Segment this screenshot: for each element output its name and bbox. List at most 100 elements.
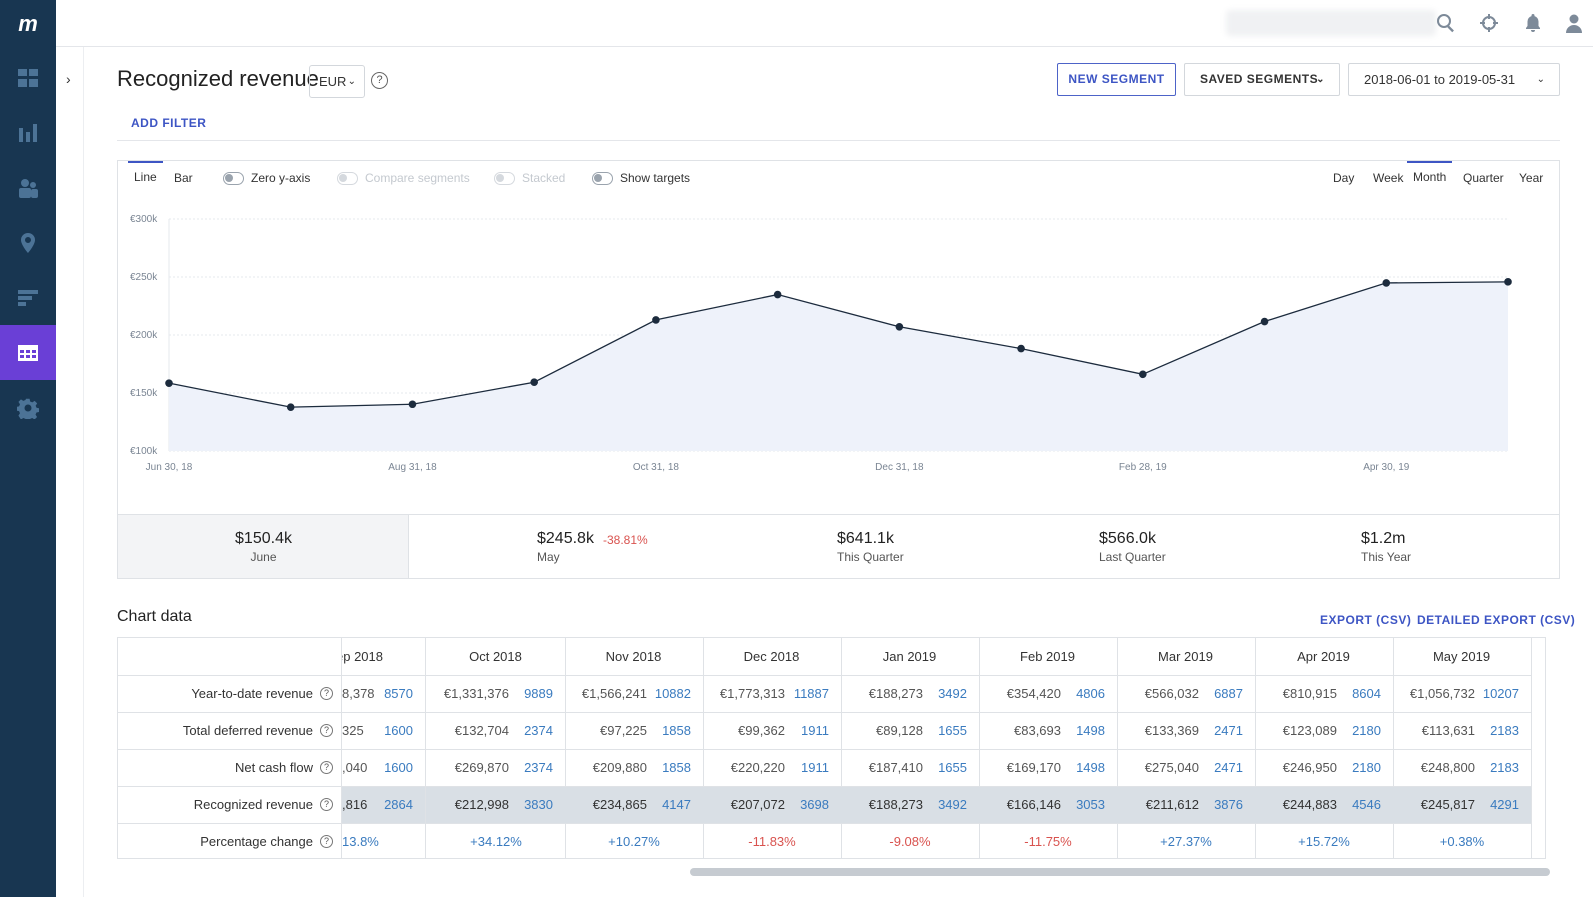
data-point[interactable] bbox=[286, 403, 295, 411]
tab-month[interactable]: Month bbox=[1407, 161, 1453, 193]
tab-year[interactable]: Year bbox=[1519, 171, 1544, 185]
cell-count-link[interactable]: 2374 bbox=[524, 723, 553, 738]
cell-count-link[interactable]: 2180 bbox=[1352, 760, 1381, 775]
help-question-icon[interactable]: ? bbox=[320, 798, 333, 811]
y-tick-label: €150k bbox=[130, 388, 158, 399]
app-logo[interactable]: m bbox=[18, 11, 38, 36]
cell-count-link[interactable]: 2471 bbox=[1214, 723, 1243, 738]
cell-count-link[interactable]: 6887 bbox=[1214, 686, 1243, 701]
user-avatar-icon[interactable] bbox=[1564, 13, 1584, 33]
help-question-icon[interactable]: ? bbox=[320, 761, 333, 774]
cell-count-link[interactable]: 2471 bbox=[1214, 760, 1243, 775]
tab-line[interactable]: Line bbox=[128, 161, 163, 193]
cell-count-link[interactable]: 1655 bbox=[938, 723, 967, 738]
search-icon[interactable] bbox=[1436, 13, 1456, 33]
cell-count-link[interactable]: 10207 bbox=[1482, 686, 1519, 701]
cell-count-link[interactable]: 10882 bbox=[654, 686, 691, 701]
cell-count-link[interactable]: 8604 bbox=[1352, 686, 1381, 701]
data-point[interactable] bbox=[1382, 279, 1391, 287]
data-point[interactable] bbox=[773, 290, 782, 299]
cell-count-link[interactable]: 1600 bbox=[384, 723, 413, 738]
data-point[interactable] bbox=[652, 316, 660, 324]
cell-count-link[interactable]: 1858 bbox=[662, 760, 691, 775]
cell-count-link[interactable]: 9889 bbox=[524, 686, 553, 701]
sidebar-item-reports[interactable] bbox=[0, 105, 56, 160]
table-cell: 325 1600 bbox=[342, 712, 425, 749]
cell-count-link[interactable]: 1600 bbox=[384, 760, 413, 775]
cell-count-link[interactable]: 2183 bbox=[1490, 760, 1519, 775]
table-cell: €212,998 3830 bbox=[426, 786, 565, 823]
cell-count-link[interactable]: 1911 bbox=[801, 723, 829, 738]
cell-count-link[interactable]: 3698 bbox=[800, 797, 829, 812]
tab-quarter[interactable]: Quarter bbox=[1463, 171, 1504, 185]
cell-count-link[interactable]: 3492 bbox=[938, 797, 967, 812]
row-label: Net cash flow? bbox=[118, 749, 341, 786]
data-point[interactable] bbox=[408, 400, 417, 409]
cell-count-link[interactable]: 2180 bbox=[1352, 723, 1381, 738]
chart-card: Line Bar Zero y-axis Compare segments St… bbox=[117, 160, 1560, 514]
cell-count-link[interactable]: 3830 bbox=[524, 797, 553, 812]
cell-amount: €89,128 bbox=[876, 723, 923, 738]
stat-current-month[interactable]: $150.4k June bbox=[118, 515, 409, 578]
data-point[interactable] bbox=[1504, 278, 1512, 286]
sidebar-item-dashboard[interactable] bbox=[0, 50, 56, 105]
cell-amount: €132,704 bbox=[454, 723, 509, 738]
currency-select[interactable]: EUR ⌄ bbox=[309, 65, 365, 98]
cell-count-link[interactable]: 1911 bbox=[801, 760, 829, 775]
cell-count-link[interactable]: 1498 bbox=[1076, 760, 1105, 775]
data-point[interactable] bbox=[1139, 370, 1147, 379]
toggle-switch[interactable] bbox=[223, 171, 244, 185]
notifications-bell-icon[interactable] bbox=[1523, 13, 1543, 33]
cell-count-link[interactable]: 1498 bbox=[1076, 723, 1105, 738]
cell-count-link[interactable]: 2864 bbox=[384, 797, 413, 812]
toggle-switch bbox=[494, 171, 515, 185]
data-point[interactable] bbox=[530, 378, 538, 387]
cell-count-link[interactable]: 3053 bbox=[1076, 797, 1105, 812]
cell-count-link[interactable]: 2183 bbox=[1490, 723, 1519, 738]
cell-count-link[interactable]: 2374 bbox=[524, 760, 553, 775]
cell-count-link[interactable]: 3876 bbox=[1214, 797, 1243, 812]
tab-week[interactable]: Week bbox=[1373, 171, 1404, 185]
data-point[interactable] bbox=[165, 379, 173, 387]
help-question-icon[interactable]: ? bbox=[320, 687, 333, 700]
help-question-icon[interactable]: ? bbox=[371, 72, 388, 89]
cell-amount: €212,998 bbox=[454, 797, 509, 812]
export-csv-link[interactable]: EXPORT (CSV) bbox=[1320, 613, 1412, 627]
cell-count-link[interactable]: 3492 bbox=[938, 686, 967, 701]
cell-count-link[interactable]: 4147 bbox=[662, 797, 691, 812]
toggle-zero-y-axis[interactable]: Zero y-axis bbox=[223, 167, 310, 189]
horizontal-scrollbar[interactable] bbox=[690, 868, 1550, 876]
cell-count-link[interactable]: 1655 bbox=[938, 760, 967, 775]
data-point[interactable] bbox=[1017, 344, 1025, 353]
saved-segments-dropdown[interactable]: SAVED SEGMENTS ⌄ bbox=[1184, 63, 1340, 96]
date-range-picker[interactable]: 2018-06-01 to 2019-05-31 ⌄ bbox=[1348, 63, 1560, 96]
sidebar-item-segments[interactable] bbox=[0, 270, 56, 325]
cell-count-link[interactable]: 8570 bbox=[384, 686, 413, 701]
sidebar-item-customers[interactable] bbox=[0, 160, 56, 215]
data-point[interactable] bbox=[1260, 317, 1269, 326]
toggle-switch[interactable] bbox=[592, 171, 613, 185]
crosshair-icon[interactable] bbox=[1479, 13, 1499, 33]
x-tick-label: Apr 30, 19 bbox=[1363, 462, 1410, 473]
expand-sidebar-chevron-icon[interactable]: › bbox=[66, 71, 71, 87]
cell-amount: €187,410 bbox=[868, 760, 923, 775]
cell-count-link[interactable]: 11887 bbox=[793, 686, 829, 701]
new-segment-button[interactable]: NEW SEGMENT bbox=[1057, 63, 1176, 96]
sidebar-item-table[interactable] bbox=[0, 325, 56, 380]
cell-count-link[interactable]: 4291 bbox=[1490, 797, 1519, 812]
cell-count-link[interactable]: 4806 bbox=[1076, 686, 1105, 701]
cell-count-link[interactable]: 1858 bbox=[662, 723, 691, 738]
help-question-icon[interactable]: ? bbox=[320, 724, 333, 737]
detailed-export-csv-link[interactable]: DETAILED EXPORT (CSV) bbox=[1417, 613, 1576, 627]
table-column: May 2019 €1,056,732 10207 €113,631 2183 €248,… bbox=[1392, 638, 1532, 858]
stat-label: May bbox=[537, 550, 560, 564]
sidebar-item-locations[interactable] bbox=[0, 215, 56, 270]
tab-bar[interactable]: Bar bbox=[174, 171, 193, 185]
cell-count-link[interactable]: 4546 bbox=[1352, 797, 1381, 812]
add-filter-link[interactable]: ADD FILTER bbox=[131, 116, 207, 130]
data-point[interactable] bbox=[895, 322, 904, 331]
sidebar-item-settings[interactable] bbox=[0, 380, 56, 435]
help-question-icon[interactable]: ? bbox=[320, 835, 333, 848]
toggle-show-targets[interactable]: Show targets bbox=[592, 167, 690, 189]
tab-day[interactable]: Day bbox=[1333, 171, 1355, 185]
